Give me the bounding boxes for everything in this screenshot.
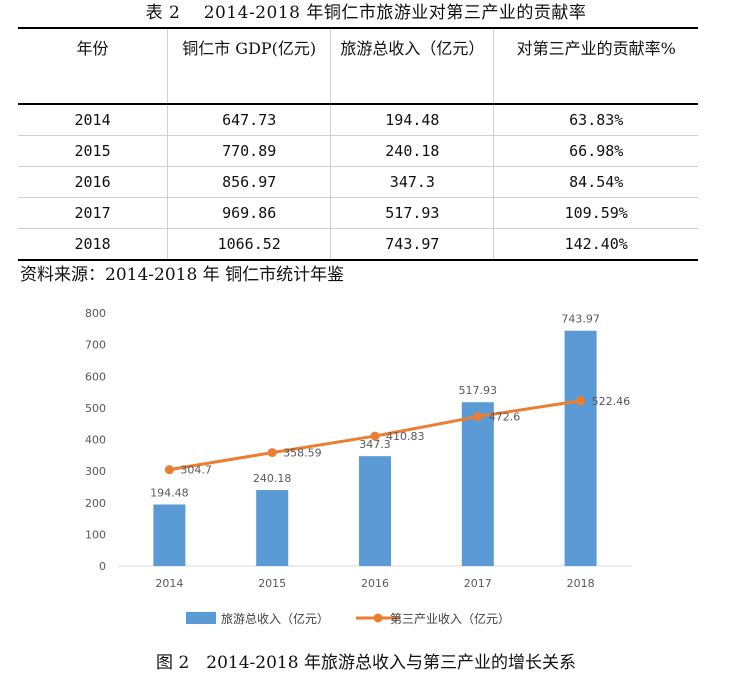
x-tick-label: 2015 [258, 577, 286, 590]
table-row: 2017 969.86 517.93 109.59% [18, 197, 698, 229]
cell-year: 2017 [18, 197, 168, 229]
line-data-label: 522.46 [592, 395, 631, 408]
cell-year: 2014 [18, 104, 168, 136]
y-tick-label: 600 [85, 370, 106, 383]
cell-year: 2018 [18, 228, 168, 261]
cell-tourism-income: 517.93 [330, 197, 494, 229]
x-tick-label: 2016 [361, 577, 389, 590]
line-data-label: 472.6 [489, 411, 521, 424]
legend-line-label: 第三产业收入（亿元） [390, 611, 510, 626]
cell-gdp: 1066.52 [167, 228, 331, 261]
table-row: 2014 647.73 194.48 63.83% [18, 104, 698, 136]
cell-tourism-income: 743.97 [330, 228, 494, 261]
source-note: 资料来源：2014-2018 年 铜仁市统计年鉴 [20, 265, 345, 285]
legend-line-marker [373, 613, 383, 623]
table-caption: 表 2 2014-2018 年铜仁市旅游业对第三产业的贡献率 [145, 3, 587, 23]
cell-contribution-rate: 63.83% [493, 104, 698, 136]
cell-year: 2015 [18, 135, 168, 167]
bar [359, 456, 391, 566]
cell-gdp: 647.73 [167, 104, 331, 136]
line-data-label: 304.7 [180, 464, 212, 477]
y-tick-label: 0 [99, 560, 106, 573]
line-point [576, 396, 586, 406]
figure-caption: 图 2 2014-2018 年旅游总收入与第三产业的增长关系 [156, 653, 576, 673]
bar-data-label: 347.3 [359, 438, 391, 451]
cell-contribution-rate: 142.40% [493, 228, 698, 261]
y-tick-label: 400 [85, 434, 106, 447]
y-tick-label: 500 [85, 402, 106, 415]
cell-gdp: 969.86 [167, 197, 331, 229]
y-tick-label: 700 [85, 339, 106, 352]
bar [256, 490, 289, 566]
y-tick-label: 800 [85, 307, 106, 320]
line-data-label: 358.59 [283, 447, 322, 460]
header-year: 年份 [18, 27, 168, 105]
x-tick-label: 2018 [567, 577, 595, 590]
bar-data-label: 517.93 [459, 384, 498, 397]
bar [461, 402, 494, 566]
table-row: 2018 1066.52 743.97 142.40% [18, 228, 698, 261]
line-point [370, 431, 380, 441]
y-tick-label: 200 [85, 497, 106, 510]
cell-year: 2016 [18, 166, 168, 198]
contribution-table: 年份 铜仁市 GDP(亿元) 旅游总收入（亿元） 对第三产业的贡献率% 2014… [18, 27, 698, 261]
bar [564, 330, 597, 566]
cell-contribution-rate: 66.98% [493, 135, 698, 167]
table-header-row: 年份 铜仁市 GDP(亿元) 旅游总收入（亿元） 对第三产业的贡献率% [18, 27, 698, 105]
y-tick-label: 100 [85, 528, 106, 541]
x-tick-label: 2014 [155, 577, 183, 590]
header-gdp: 铜仁市 GDP(亿元) [167, 27, 331, 105]
cell-contribution-rate: 84.54% [493, 166, 698, 198]
cell-tourism-income: 194.48 [330, 104, 494, 136]
cell-tourism-income: 347.3 [330, 166, 494, 198]
table-row: 2016 856.97 347.3 84.54% [18, 166, 698, 198]
y-tick-label: 300 [85, 465, 106, 478]
header-tourism-income: 旅游总收入（亿元） [330, 27, 494, 105]
line-data-label: 410.83 [386, 430, 425, 443]
line-point [164, 465, 174, 475]
legend-bar-label: 旅游总收入（亿元） [221, 611, 329, 626]
line-point [473, 412, 483, 422]
bar-data-label: 743.97 [561, 313, 600, 326]
bar [153, 504, 186, 566]
cell-gdp: 770.89 [167, 135, 331, 167]
cell-gdp: 856.97 [167, 166, 331, 198]
x-tick-label: 2017 [464, 577, 492, 590]
cell-tourism-income: 240.18 [330, 135, 494, 167]
line-point [267, 448, 277, 458]
header-contribution-rate: 对第三产业的贡献率% [493, 27, 698, 105]
growth-chart: 0 100 200 300 400 500 600 700 800 2014 2015 2016 201… [85, 307, 632, 626]
cell-contribution-rate: 109.59% [493, 197, 698, 229]
bar-data-label: 240.18 [253, 472, 292, 485]
legend-bar-swatch [186, 612, 216, 624]
bar-data-label: 194.48 [150, 486, 189, 499]
table-row: 2015 770.89 240.18 66.98% [18, 135, 698, 167]
